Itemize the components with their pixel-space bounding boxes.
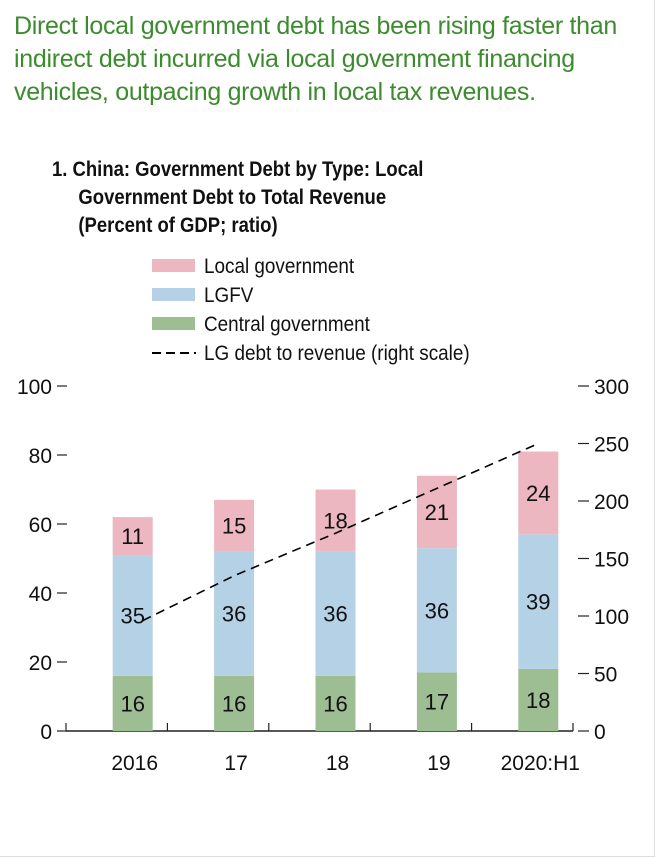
bar-value-label: 17 xyxy=(425,690,449,715)
y-tick-label: 0 xyxy=(40,721,52,744)
y2-tick-label: 300 xyxy=(594,376,629,399)
bar-segment xyxy=(112,517,153,556)
chart-title-line: 1. China: Government Debt by Type: Local xyxy=(52,158,424,181)
x-tick-label: 2020:H1 xyxy=(501,752,580,775)
x-tick-label: 19 xyxy=(427,752,450,775)
legend-swatch xyxy=(152,317,195,330)
y2-tick-label: 200 xyxy=(594,491,629,514)
bar-segment xyxy=(214,499,255,552)
bar-value-label: 16 xyxy=(222,691,246,716)
legend-swatch xyxy=(152,259,195,272)
bar-segment xyxy=(416,548,457,673)
bar-value-label: 24 xyxy=(526,481,550,506)
bar-value-label: 16 xyxy=(323,691,347,716)
bar-segment xyxy=(112,555,153,676)
bar-value-label: 18 xyxy=(526,688,550,713)
x-tick-label: 17 xyxy=(224,752,247,775)
bar-value-label: 35 xyxy=(120,603,144,628)
bar-value-label: 16 xyxy=(120,691,144,716)
y2-tick-label: 250 xyxy=(594,434,629,457)
y2-tick-label: 0 xyxy=(594,721,606,744)
y2-tick-label: 50 xyxy=(594,664,617,687)
bar-segment xyxy=(518,668,559,731)
x-tick-label: 2016 xyxy=(111,752,158,775)
bar-segment xyxy=(112,675,153,731)
legend-swatch xyxy=(152,288,195,301)
chart-title-line: (Percent of GDP; ratio) xyxy=(78,214,278,237)
legend-label: LGFV xyxy=(204,284,254,307)
bar-segment xyxy=(214,551,255,676)
y-tick-label: 60 xyxy=(29,514,52,537)
bar-segment xyxy=(416,672,457,731)
y2-tick-label: 100 xyxy=(594,606,629,629)
headline: Direct local government debt has been ri… xyxy=(14,12,617,106)
bar-segment xyxy=(315,489,356,552)
chart-title: 1. China: Government Debt by Type: Local… xyxy=(52,156,423,240)
bar-value-label: 15 xyxy=(222,514,246,539)
y-tick-label: 40 xyxy=(29,583,52,606)
y-tick-label: 100 xyxy=(17,376,52,399)
legend-label: Local government xyxy=(204,255,355,278)
bar-value-label: 36 xyxy=(323,602,347,627)
x-tick-label: 18 xyxy=(326,752,349,775)
bar-value-label: 11 xyxy=(121,524,144,549)
bar-value-label: 21 xyxy=(425,500,449,525)
y-tick-label: 20 xyxy=(29,652,52,675)
y-tick-label: 80 xyxy=(29,445,52,468)
bar-segment xyxy=(518,451,559,535)
y2-tick-label: 150 xyxy=(594,549,629,572)
line-series-lg-debt-to-revenue xyxy=(142,442,539,622)
bar-segment xyxy=(315,675,356,731)
bar-value-label: 39 xyxy=(526,590,550,615)
bar-segment xyxy=(315,551,356,676)
bar-segment xyxy=(518,534,559,669)
legend-label: Central government xyxy=(204,313,370,336)
legend-label: LG debt to revenue (right scale) xyxy=(204,342,470,365)
bar-segment xyxy=(214,675,255,731)
bar-value-label: 18 xyxy=(323,509,347,534)
chart-title-line: Government Debt to Total Revenue xyxy=(78,186,387,209)
bar-value-label: 36 xyxy=(222,602,246,627)
bar-value-label: 36 xyxy=(425,598,449,623)
